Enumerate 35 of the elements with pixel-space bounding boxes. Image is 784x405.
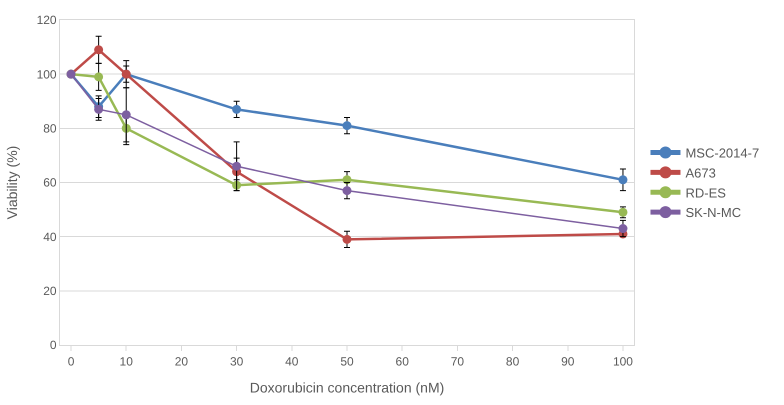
legend-label: SK-N-MC (685, 205, 742, 220)
x-tick-label: 90 (561, 354, 575, 368)
point (94, 104, 104, 114)
y-axis-title: Viability (%) (4, 146, 20, 220)
x-tick-label: 60 (396, 354, 410, 368)
x-tick-label: 30 (230, 354, 244, 368)
legend-label: A673 (685, 165, 716, 180)
x-tick-label: 80 (506, 354, 520, 368)
y-tick-label: 60 (43, 176, 57, 190)
legend-label: MSC-2014-7 (685, 146, 760, 161)
point (94, 45, 104, 54)
point (618, 224, 628, 234)
point (232, 162, 242, 171)
point (232, 104, 242, 114)
x-axis-title: Doxorubicin concentration (nM) (250, 380, 444, 396)
y-tick-label: 40 (43, 230, 57, 244)
point (342, 186, 352, 196)
point (618, 175, 628, 184)
x-tick-label: 10 (120, 354, 134, 368)
x-tick-label: 70 (450, 354, 464, 368)
x-tick-label: 100 (612, 354, 634, 368)
point (342, 121, 352, 130)
legend-label: RD-ES (685, 185, 726, 200)
y-tick-label: 20 (43, 284, 57, 298)
y-tick-label: 100 (36, 67, 57, 82)
y-tick-label: 0 (50, 338, 57, 352)
y-tick-label: 120 (36, 13, 57, 28)
y-tick-label: 80 (43, 122, 57, 136)
x-tick-label: 0 (68, 354, 75, 368)
point (342, 234, 352, 244)
point (122, 110, 131, 120)
x-tick-label: 40 (285, 354, 299, 368)
point (94, 72, 104, 82)
x-tick-label: 20 (174, 354, 188, 368)
x-tick-label: 50 (340, 354, 354, 368)
